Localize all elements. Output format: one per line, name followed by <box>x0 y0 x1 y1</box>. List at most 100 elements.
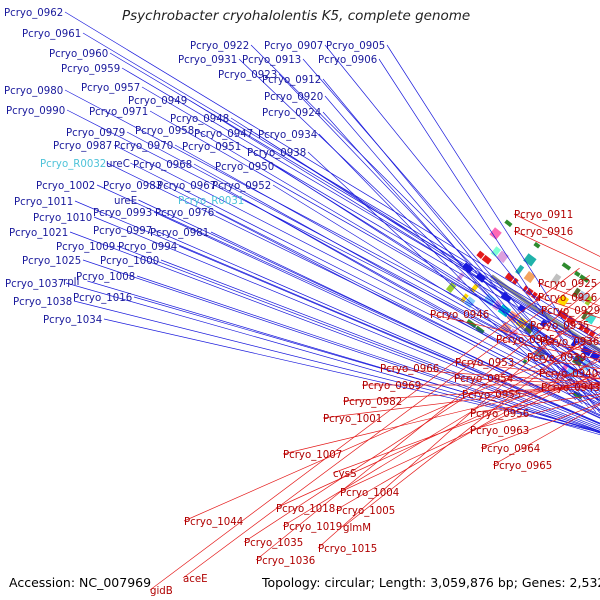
svg-text:Pcryo_0956: Pcryo_0956 <box>470 409 529 420</box>
gene-label-forward: Pcryo_0990 <box>6 106 65 117</box>
svg-text:cysS: cysS <box>333 469 356 480</box>
svg-text:Pcryo_0953: Pcryo_0953 <box>455 358 514 369</box>
gene-block <box>476 250 485 259</box>
svg-text:Pcryo_0954: Pcryo_0954 <box>454 374 513 385</box>
gene-label-reverse: Pcryo_0940 <box>539 369 598 380</box>
gene-label-forward: Pcryo_1037 <box>5 279 64 290</box>
gene-label-forward: Pcryo_0979 <box>66 128 125 139</box>
gene-block <box>525 287 534 296</box>
svg-text:Pcryo_0924: Pcryo_0924 <box>262 108 321 119</box>
svg-text:Pcryo_1025: Pcryo_1025 <box>22 256 81 267</box>
svg-text:Pcryo_0945: Pcryo_0945 <box>496 335 555 346</box>
svg-text:Pcryo_1001: Pcryo_1001 <box>323 414 382 425</box>
svg-text:Pcryo_0949: Pcryo_0949 <box>128 96 187 107</box>
svg-text:Pcryo_0906: Pcryo_0906 <box>318 55 377 66</box>
gene-label-reverse: Pcryo_1019 <box>283 522 342 533</box>
gene-label-reverse: Pcryo_0963 <box>470 426 529 437</box>
svg-text:Pcryo_1035: Pcryo_1035 <box>244 538 303 549</box>
gene-block <box>566 315 577 325</box>
gene-label-reverse: Pcryo_0926 <box>538 293 597 304</box>
svg-text:Pcryo_1034: Pcryo_1034 <box>43 315 102 326</box>
gene-label-forward: Pcryo_0913 <box>242 55 301 66</box>
gene-label-forward: Pcryo_0983 <box>103 181 162 192</box>
gene-label-reverse: Pcryo_0965 <box>493 461 552 472</box>
gene-label-reverse: Pcryo_1005 <box>336 506 395 517</box>
svg-text:Pcryo_0981: Pcryo_0981 <box>150 228 209 239</box>
gene-label-forward: Pcryo_0957 <box>81 83 140 94</box>
gene-label-forward: Pcryo_0970 <box>114 141 173 152</box>
gene-block <box>581 310 590 320</box>
svg-text:Pcryo_0962: Pcryo_0962 <box>4 8 63 19</box>
gene-label-forward: Pcryo_0906 <box>318 55 377 66</box>
svg-text:Pcryo_0916: Pcryo_0916 <box>514 227 573 238</box>
gene-label-reverse: Pcryo_1001 <box>323 414 382 425</box>
gene-label-forward: Pcryo_0948 <box>170 114 229 125</box>
svg-text:Pcryo_0920: Pcryo_0920 <box>264 92 323 103</box>
gene-block <box>504 219 513 228</box>
svg-text:Pcryo_1011: Pcryo_1011 <box>14 197 73 208</box>
gene-label-reverse: Pcryo_0929 <box>541 306 600 317</box>
genome-summary: Topology: circular; Length: 3,059,876 bp… <box>262 575 600 590</box>
gene-label-reverse: Pcryo_1018 <box>276 504 335 515</box>
svg-text:Pcryo_0987: Pcryo_0987 <box>53 141 112 152</box>
svg-text:Pcryo_1044: Pcryo_1044 <box>184 517 243 528</box>
svg-text:Pcryo_0922: Pcryo_0922 <box>190 41 249 52</box>
svg-text:Pcryo_0970: Pcryo_0970 <box>114 141 173 152</box>
svg-text:Pcryo_1008: Pcryo_1008 <box>76 272 135 283</box>
svg-text:Pcryo_0905: Pcryo_0905 <box>326 41 385 52</box>
gene-block <box>504 272 515 282</box>
svg-text:Pcryo_0982: Pcryo_0982 <box>343 397 402 408</box>
gene-label-reverse: Pcryo_1036 <box>256 556 315 567</box>
svg-text:Pcryo_0948: Pcryo_0948 <box>170 114 229 125</box>
svg-text:Pcryo_0925: Pcryo_0925 <box>538 279 597 290</box>
gene-label-forward: Pcryo_0938 <box>247 148 306 159</box>
gene-label-forward: Pcryo_1038 <box>13 297 72 308</box>
map-title: Psychrobacter cryohalolentis K5, complet… <box>122 8 471 24</box>
gene-label-forward: Pcryo_1021 <box>9 228 68 239</box>
gene-block <box>578 323 586 332</box>
gene-label-forward: Pcryo_0993 <box>93 208 152 219</box>
svg-text:Pcryo_0993: Pcryo_0993 <box>93 208 152 219</box>
gene-label-reverse: aceE <box>183 574 208 585</box>
svg-text:Pcryo_0994: Pcryo_0994 <box>118 242 177 253</box>
gene-label-forward: Pcryo_1025 <box>22 256 81 267</box>
svg-text:Pcryo_0976: Pcryo_0976 <box>155 208 214 219</box>
svg-text:Pcryo_0938: Pcryo_0938 <box>247 148 306 159</box>
svg-text:Pcryo_0968: Pcryo_0968 <box>133 160 192 171</box>
svg-text:aceE: aceE <box>183 574 208 585</box>
svg-text:Pcryo_1019: Pcryo_1019 <box>283 522 342 533</box>
gene-block <box>539 319 548 328</box>
svg-text:Pcryo_0997: Pcryo_0997 <box>93 226 152 237</box>
gene-block <box>584 295 594 306</box>
svg-text:Pcryo_1038: Pcryo_1038 <box>13 297 72 308</box>
gene-label-reverse: Pcryo_1035 <box>244 538 303 549</box>
gene-label-reverse: Pcryo_0964 <box>481 444 540 455</box>
gene-label-reverse: Pcryo_0945 <box>496 335 555 346</box>
gene-label-reverse: Pcryo_0953 <box>455 358 514 369</box>
gene-block <box>572 287 581 298</box>
gene-block <box>535 294 542 302</box>
gene-label-reverse: Pcryo_0969 <box>362 381 421 392</box>
gene-label-forward: Pcryo_1011 <box>14 197 73 208</box>
gene-label-forward: Pcryo_0931 <box>178 55 237 66</box>
gene-label-forward: Pcryo_1016 <box>73 293 132 304</box>
gene-label-forward: Pcryo_0949 <box>128 96 187 107</box>
gene-block <box>489 227 502 240</box>
gene-label-forward: Pcryo_0981 <box>150 228 209 239</box>
gene-label-forward: Pcryo_0968 <box>133 160 192 171</box>
gene-label-forward: Pcryo_0960 <box>49 49 108 60</box>
gene-label-forward: Pcryo_0967 <box>157 181 216 192</box>
gene-label-reverse: Pcryo_1004 <box>340 488 399 499</box>
genome-backbone <box>490 274 600 353</box>
gene-label-reverse: Pcryo_0982 <box>343 397 402 408</box>
gene-label-reverse: Pcryo_1044 <box>184 517 243 528</box>
gene-label-forward: Pcryo_0947 <box>194 129 253 140</box>
svg-text:Pcryo_0971: Pcryo_0971 <box>89 107 148 118</box>
svg-text:Pcryo_1036: Pcryo_1036 <box>256 556 315 567</box>
gene-block <box>522 358 528 365</box>
svg-text:Pcryo_1007: Pcryo_1007 <box>283 450 342 461</box>
gene-block <box>533 346 547 359</box>
svg-text:Pcryo_1018: Pcryo_1018 <box>276 504 335 515</box>
svg-text:Pcryo_R0031: Pcryo_R0031 <box>178 196 244 207</box>
gene-block <box>561 262 572 271</box>
